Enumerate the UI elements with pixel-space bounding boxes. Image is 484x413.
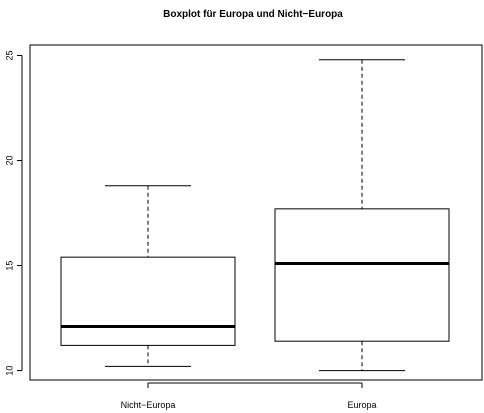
y-axis: 10 15 20 25 <box>4 50 23 376</box>
x-axis: Nicht−Europa Europa <box>121 382 377 410</box>
plot-frame <box>29 44 483 381</box>
iqr-box <box>60 256 236 346</box>
chart-title: Boxplot für Europa und Nicht−Europa <box>163 9 343 20</box>
y-tick-label: 10 <box>4 366 14 376</box>
x-tick-label: Europa <box>347 400 376 410</box>
y-tick-label: 20 <box>4 156 14 166</box>
box-group <box>274 59 450 372</box>
iqr-box <box>274 208 450 342</box>
box-group <box>60 185 236 367</box>
boxes <box>60 59 450 372</box>
x-tick-label: Nicht−Europa <box>121 400 176 410</box>
y-tick-label: 15 <box>4 261 14 271</box>
y-tick-label: 25 <box>4 50 14 60</box>
